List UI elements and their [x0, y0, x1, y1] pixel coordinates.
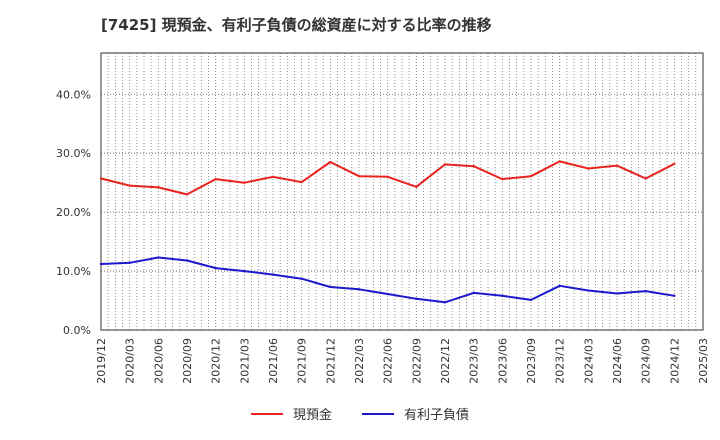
x-tick-label: 2024/03 [582, 338, 595, 384]
x-tick-label: 2023/06 [496, 338, 509, 384]
x-tick-label: 2024/12 [668, 338, 681, 384]
y-tick-label: 30.0% [56, 147, 91, 160]
data-point-0 [529, 174, 533, 178]
data-point-1 [472, 291, 475, 295]
x-tick-label: 2020/09 [181, 338, 194, 384]
grid [101, 53, 703, 330]
x-tick-label: 2023/09 [525, 338, 538, 384]
data-point-1 [673, 294, 676, 298]
data-point-0 [415, 185, 418, 188]
data-point-0 [443, 163, 447, 166]
x-tick-label: 2025/03 [697, 338, 710, 384]
x-tick-label: 2022/06 [382, 338, 395, 384]
data-point-1 [99, 262, 103, 266]
plot-frame [100, 52, 704, 331]
data-point-0 [673, 162, 676, 165]
x-tick-label: 2020/12 [210, 338, 223, 384]
data-point-0 [644, 177, 647, 180]
data-point-1 [644, 289, 647, 293]
data-point-0 [157, 186, 160, 189]
data-point-0 [214, 177, 217, 181]
legend-item-debt: 有利子負債 [362, 404, 469, 423]
data-point-0 [185, 193, 189, 196]
data-point-0 [128, 184, 131, 187]
x-axis-ticks: 2019/12 2020/03 2020/06 2020/09 2020/12 2021/… [95, 338, 710, 384]
data-point-0 [300, 180, 303, 184]
data-point-0 [329, 160, 332, 164]
legend-item-cash: 現預金 [250, 404, 332, 423]
data-point-0 [271, 175, 275, 178]
legend-label-cash: 現預金 [292, 408, 332, 423]
data-point-0 [386, 175, 389, 178]
data-point-1 [157, 256, 160, 259]
x-tick-label: 2019/12 [95, 338, 108, 384]
data-point-0 [558, 160, 561, 163]
y-tick-label: 10.0% [56, 265, 91, 278]
x-tick-label: 2021/06 [267, 338, 280, 384]
data-point-1 [558, 284, 561, 287]
data-point-1 [128, 261, 131, 265]
data-point-0 [501, 177, 504, 181]
y-axis-ticks: 0.0% 10.0% 20.0% 30.0% 40.0% [56, 88, 91, 337]
x-tick-label: 2024/09 [640, 338, 653, 384]
data-point-1 [386, 292, 389, 296]
x-tick-label: 2020/03 [124, 338, 137, 384]
series-lines [99, 160, 676, 304]
legend-swatch-cash [250, 412, 283, 415]
y-tick-label: 0.0% [63, 324, 91, 337]
data-point-0 [243, 181, 246, 184]
data-point-0 [472, 164, 475, 168]
data-point-1 [271, 273, 275, 276]
x-tick-label: 2020/06 [152, 338, 165, 384]
chart-title: [7425] 現預金、有利子負債の総資産に対する比率の推移 [101, 16, 492, 34]
legend-label-debt: 有利子負債 [404, 408, 470, 423]
x-tick-label: 2023/12 [554, 338, 567, 384]
data-point-1 [501, 294, 504, 298]
data-point-0 [99, 177, 103, 180]
legend: 現預金 有利子負債 [0, 404, 720, 423]
data-point-1 [415, 297, 418, 300]
x-tick-label: 2021/03 [238, 338, 251, 384]
x-tick-label: 2024/06 [611, 338, 624, 384]
data-point-0 [357, 174, 361, 178]
legend-swatch-debt [362, 412, 394, 415]
y-tick-label: 40.0% [56, 88, 91, 101]
x-tick-label: 2023/03 [468, 338, 481, 384]
y-tick-label: 20.0% [56, 206, 91, 219]
x-tick-label: 2021/12 [324, 338, 337, 384]
data-point-1 [357, 288, 361, 291]
data-point-0 [615, 164, 619, 167]
data-point-1 [300, 277, 303, 280]
x-tick-label: 2022/03 [353, 338, 366, 384]
data-point-1 [185, 259, 189, 262]
data-point-1 [329, 285, 332, 289]
data-point-1 [443, 301, 447, 304]
x-tick-label: 2022/09 [410, 338, 423, 384]
x-tick-label: 2022/12 [439, 338, 452, 384]
data-point-1 [243, 269, 246, 273]
data-point-1 [214, 266, 217, 270]
data-point-1 [615, 292, 619, 295]
data-point-1 [587, 289, 590, 292]
x-tick-label: 2021/09 [296, 338, 309, 384]
data-point-0 [587, 167, 590, 170]
data-point-1 [529, 298, 533, 302]
